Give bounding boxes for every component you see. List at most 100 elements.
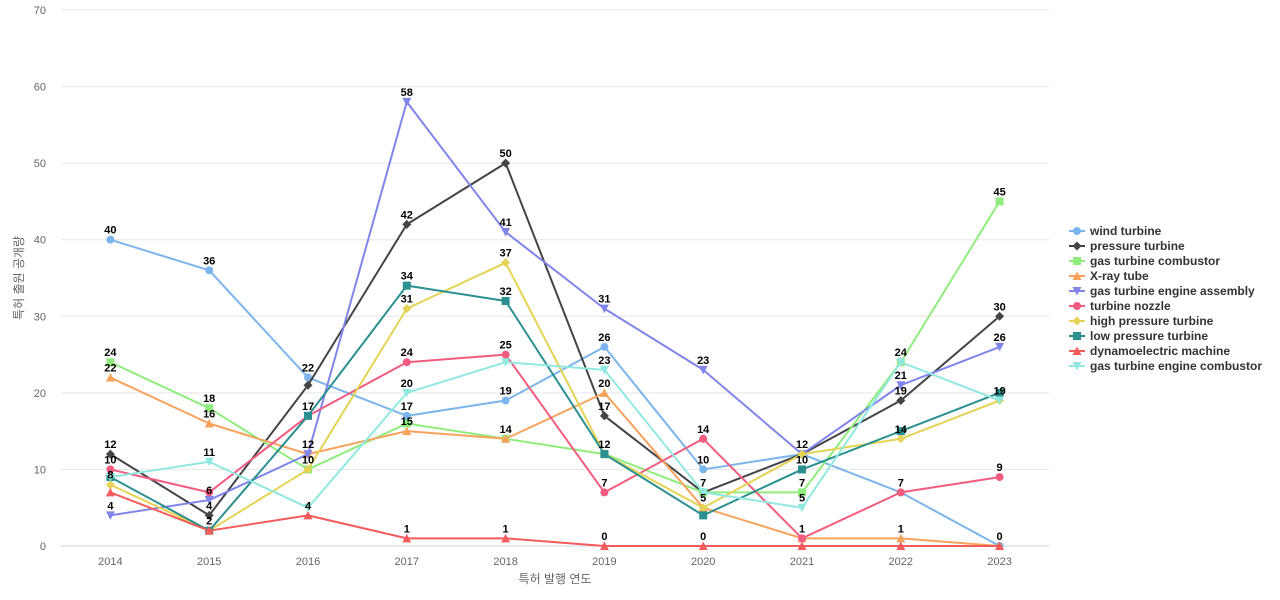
data-label: 24	[401, 347, 414, 359]
data-label: 7	[700, 477, 706, 489]
data-point	[402, 304, 412, 314]
data-point	[699, 465, 708, 474]
series-pressure-turbine	[105, 158, 1005, 520]
data-label: 21	[895, 370, 907, 382]
data-point	[303, 450, 313, 459]
data-label: 7	[601, 477, 607, 489]
data-label: 14	[895, 424, 908, 436]
data-label: 7	[898, 477, 904, 489]
legend-item[interactable]: low pressure turbine	[1069, 329, 1208, 343]
data-label: 17	[598, 401, 610, 413]
data-label: 25	[499, 340, 511, 352]
x-tick-label: 2017	[395, 556, 419, 568]
legend-label: pressure turbine	[1090, 239, 1185, 253]
data-label: 14	[499, 424, 512, 436]
data-label: 24	[104, 347, 117, 359]
data-label: 23	[697, 355, 709, 367]
data-point	[501, 396, 510, 405]
legend-item[interactable]: dynamoelectric machine	[1069, 344, 1230, 358]
data-label: 41	[499, 217, 511, 229]
y-tick-label: 40	[34, 235, 46, 247]
x-tick-label: 2014	[98, 556, 122, 568]
data-point	[204, 510, 214, 520]
data-point	[600, 488, 609, 497]
data-label: 16	[203, 408, 215, 420]
data-point	[501, 158, 511, 168]
data-point	[205, 266, 214, 275]
data-point	[402, 219, 412, 229]
data-label: 1	[503, 523, 509, 535]
legend-marker	[1072, 241, 1082, 251]
y-axis-title: 특허 출원 공개량	[12, 236, 26, 320]
data-label: 20	[401, 378, 413, 390]
data-label: 9	[997, 462, 1003, 474]
data-point	[896, 434, 906, 444]
data-point	[501, 258, 511, 268]
data-point	[995, 197, 1004, 206]
series-line	[109, 284, 1000, 532]
x-tick-label: 2016	[296, 556, 320, 568]
data-point	[402, 533, 412, 543]
data-label: 30	[993, 301, 1005, 313]
legend-item[interactable]: turbine nozzle	[1069, 299, 1171, 313]
data-label: 22	[104, 363, 116, 375]
series-lines	[105, 97, 1005, 550]
data-label: 10	[697, 454, 709, 466]
data-label: 10	[796, 454, 808, 466]
data-point	[698, 503, 708, 513]
data-point	[105, 473, 115, 482]
data-point	[105, 449, 115, 459]
data-label: 1	[404, 523, 410, 535]
data-point	[995, 342, 1005, 352]
data-label: 24	[895, 347, 908, 359]
data-point	[402, 419, 411, 428]
legend-marker	[1072, 316, 1082, 326]
legend-item[interactable]: gas turbine combustor	[1069, 254, 1220, 268]
x-tick-label: 2023	[987, 556, 1011, 568]
data-label: 2	[206, 516, 212, 528]
data-point	[303, 380, 313, 390]
legend-marker	[1073, 302, 1081, 310]
legend-marker	[1072, 287, 1082, 296]
data-point	[798, 488, 806, 497]
legend-item[interactable]: wind turbine	[1069, 224, 1162, 238]
legend-marker	[1072, 346, 1082, 355]
data-label: 23	[598, 355, 610, 367]
data-point	[699, 434, 708, 443]
legend-item[interactable]: gas turbine engine combustor	[1069, 359, 1262, 373]
data-label: 5	[700, 493, 706, 505]
data-point	[501, 296, 510, 305]
legend-item[interactable]: high pressure turbine	[1069, 314, 1214, 328]
series-line	[109, 200, 1001, 494]
series-gas-turbine-engine-assembly	[105, 97, 1005, 520]
data-labels: 4024221210843618161164222171210458423431…	[104, 87, 1005, 543]
data-point	[105, 480, 115, 490]
data-point	[106, 465, 115, 474]
legend-label: X-ray tube	[1090, 269, 1149, 283]
data-label: 31	[598, 294, 610, 306]
data-label: 17	[401, 401, 413, 413]
series-line	[109, 261, 1000, 532]
y-tick-label: 20	[34, 388, 46, 400]
y-axis-ticks: 0 10 20 30 40 50 60 70	[34, 5, 46, 553]
legend-item[interactable]: pressure turbine	[1069, 239, 1185, 253]
legend-item[interactable]: X-ray tube	[1069, 269, 1149, 283]
data-label: 14	[697, 424, 710, 436]
data-label: 26	[598, 332, 610, 344]
data-point	[896, 381, 906, 390]
series-line	[110, 353, 1000, 540]
series-line	[109, 162, 1001, 517]
data-point	[204, 418, 214, 428]
data-label: 50	[499, 148, 511, 160]
data-point	[698, 365, 708, 375]
data-point	[205, 488, 214, 497]
data-label: 58	[401, 87, 413, 99]
data-label: 0	[700, 531, 706, 543]
legend-marker	[1072, 271, 1082, 280]
data-point	[501, 434, 511, 443]
data-point	[501, 533, 511, 543]
series-line	[110, 238, 1001, 547]
data-point	[599, 388, 609, 397]
legend-item[interactable]: gas turbine engine assembly	[1069, 284, 1255, 298]
legend-marker	[1073, 257, 1081, 265]
